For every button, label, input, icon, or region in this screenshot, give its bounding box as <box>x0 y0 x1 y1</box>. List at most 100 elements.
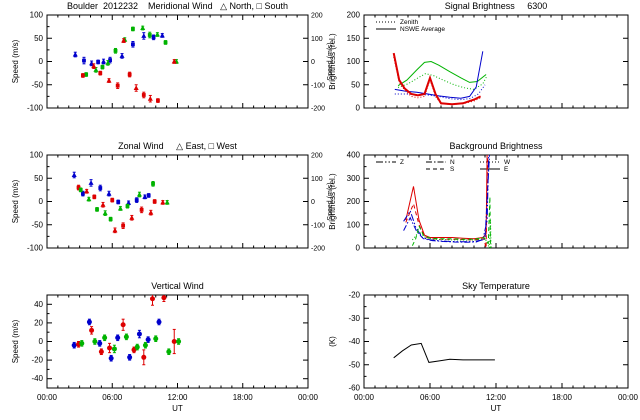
y-axis-label: Brightness (rel.) <box>328 173 337 230</box>
background-blue-2-series <box>403 155 491 243</box>
sky-temperature-title: Sky Temperature <box>462 281 530 291</box>
data-point <box>91 63 97 69</box>
background-brightness-axes: 0 100 200 300 400 Brightness (rel.) <box>328 151 629 253</box>
y-tick-label: -30 <box>348 314 360 323</box>
data-point <box>115 335 121 341</box>
data-point <box>80 73 85 78</box>
data-point <box>116 200 121 204</box>
right-tick-label: -100 <box>311 82 325 89</box>
vertical-wind-axes: 00:00 06:00 12:00 18:00 00:00 UT -40 -20 0 20 40 Sp… <box>11 294 319 413</box>
data-point <box>154 31 160 37</box>
x-tick-label: 12:00 <box>486 393 507 402</box>
data-point <box>108 355 114 361</box>
data-point <box>134 344 140 350</box>
background-red-1-series <box>405 155 488 240</box>
data-point <box>76 185 81 190</box>
sky-temperature-frame <box>363 294 629 389</box>
data-point <box>123 334 129 340</box>
data-point <box>93 67 99 72</box>
data-point <box>121 37 127 43</box>
data-point <box>148 209 154 215</box>
data-point <box>86 196 92 202</box>
data-point <box>89 327 95 333</box>
data-point <box>149 296 155 302</box>
vertical-wind-title: Vertical Wind <box>151 281 204 291</box>
meridional-wind-cell: -100 -50 0 50 100 Speed (m/s) -200 -100 0 100 200 S… <box>0 0 334 140</box>
y-tick-label: -40 <box>31 374 43 383</box>
background-red-2-line <box>405 155 489 248</box>
data-point <box>108 58 112 63</box>
data-point <box>125 204 130 209</box>
data-point <box>111 346 117 352</box>
data-point <box>156 98 160 103</box>
data-point <box>117 205 123 211</box>
data-point <box>108 217 113 222</box>
data-point <box>102 210 108 216</box>
y-tick-label: 200 <box>347 11 361 20</box>
vertical-green-series <box>79 333 182 356</box>
data-point <box>141 354 147 360</box>
y-tick-label: 100 <box>30 151 44 160</box>
data-point <box>134 198 139 203</box>
zonal-wind-cell: -100 -50 0 50 100 Speed (m/s) -200 -100 0 100 200 S… <box>0 140 334 280</box>
data-point <box>101 58 107 64</box>
legend-label: NSWE Average <box>400 26 445 33</box>
y-tick-label: 0 <box>39 57 44 66</box>
background-brightness-legend: Z NS WE <box>376 159 511 173</box>
signal-green-average-series <box>397 60 487 87</box>
data-point <box>152 199 157 204</box>
data-point <box>153 336 159 342</box>
signal-blue-average-series <box>394 51 484 99</box>
data-point <box>121 223 126 228</box>
right-tick-label: 100 <box>311 176 323 183</box>
data-point <box>156 319 162 325</box>
data-point <box>160 199 166 205</box>
signal-brightness-cell: 0 50 100 150 200 Brightness (rel.) Signal Brig… <box>320 0 640 140</box>
data-point <box>98 186 103 190</box>
data-point <box>147 95 153 101</box>
y-tick-label: 100 <box>347 220 361 229</box>
right-tick-label: -200 <box>311 106 325 113</box>
zonal-wind-data <box>71 171 170 234</box>
x-tick-label: 18:00 <box>233 393 254 402</box>
data-point <box>102 335 108 341</box>
signal-brightness-plot: 0 50 100 150 200 Brightness (rel.) Signal Brig… <box>328 1 629 113</box>
meridional-red-series <box>80 37 177 103</box>
y-tick-label: -100 <box>27 104 44 113</box>
data-point <box>112 227 118 233</box>
vertical-wind-cell: 00:00 06:00 12:00 18:00 00:00 UT -40 -20 0 20 40 Sp… <box>0 280 320 420</box>
data-point <box>136 191 142 197</box>
x-tick-label: 00:00 <box>298 393 319 402</box>
data-point <box>163 40 168 45</box>
zonal-wind-frame <box>46 154 309 249</box>
data-point <box>141 33 147 38</box>
data-point <box>105 60 111 65</box>
legend-label: N <box>450 159 455 166</box>
right-axis-label: Speed (m/s) <box>327 182 334 220</box>
data-point <box>92 194 97 199</box>
meridional-wind-title: Boulder 2012232 Meridional Wind △ North,… <box>67 1 288 11</box>
right-tick-label: 100 <box>311 36 323 43</box>
data-point <box>142 342 148 348</box>
y-tick-label: 200 <box>347 197 361 206</box>
data-point <box>146 193 151 198</box>
data-point <box>107 345 113 351</box>
data-point <box>131 42 135 47</box>
data-point <box>176 339 182 344</box>
x-tick-label: 12:00 <box>167 393 188 402</box>
meridional-wind-plot: -100 -50 0 50 100 Speed (m/s) -200 -100 0 100 200 S… <box>11 1 334 113</box>
data-point <box>100 65 105 69</box>
background-blue-1-series <box>403 155 490 243</box>
data-point <box>139 207 144 212</box>
x-axis-label: UT <box>172 404 183 413</box>
data-point <box>100 201 106 207</box>
y-tick-label: 0 <box>39 337 44 346</box>
data-point <box>161 295 167 301</box>
y-tick-label: -20 <box>348 291 360 300</box>
right-tick-label: 200 <box>311 153 323 160</box>
right-tick-label: 200 <box>311 13 323 20</box>
y-tick-label: -40 <box>348 337 360 346</box>
data-point <box>131 347 137 353</box>
vertical-red-series <box>76 295 177 366</box>
y-tick-label: 100 <box>30 11 44 20</box>
